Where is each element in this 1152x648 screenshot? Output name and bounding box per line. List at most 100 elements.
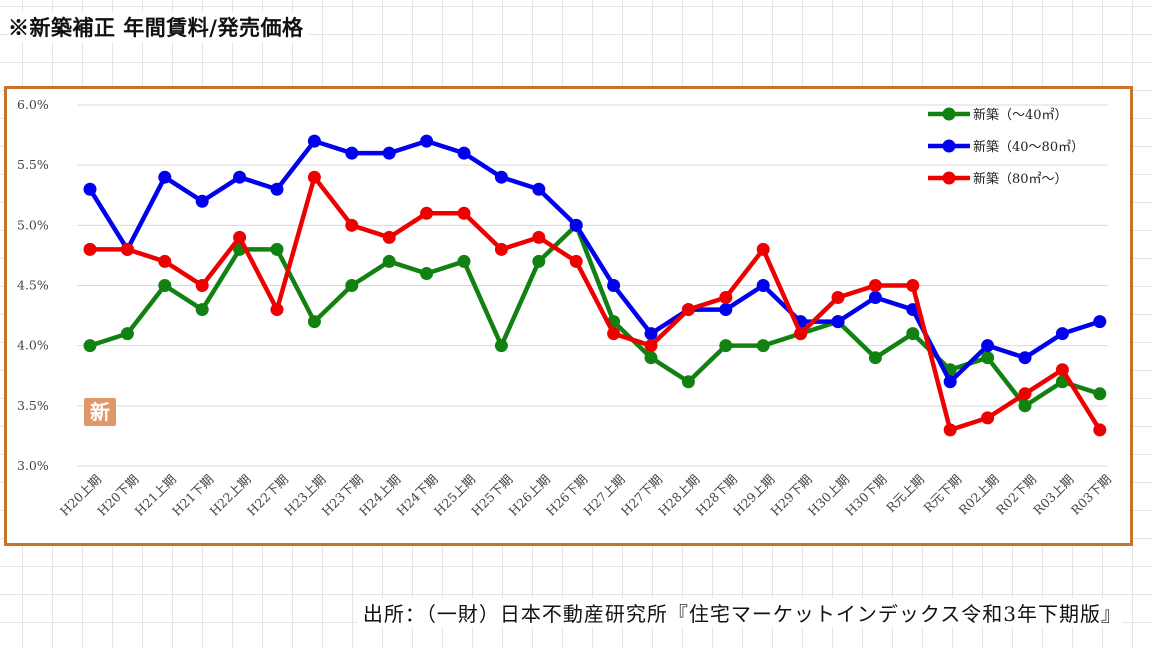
- data-point: [270, 242, 284, 256]
- x-tick-label: R02下期: [993, 472, 1039, 518]
- data-point: [681, 303, 695, 317]
- data-point: [1018, 387, 1032, 401]
- x-tick-label: R02上期: [956, 472, 1002, 518]
- data-point: [233, 170, 247, 184]
- y-axis-ticks: 3.0% 3.5% 4.0% 4.5% 5.0% 5.5% 6.0%: [17, 97, 49, 473]
- series-2: [83, 170, 1107, 437]
- data-point: [756, 242, 770, 256]
- data-point: [345, 218, 359, 232]
- data-point: [943, 423, 957, 437]
- new-badge-icon: 新: [84, 398, 116, 426]
- data-point: [120, 242, 134, 256]
- data-point: [307, 170, 321, 184]
- legend-label: 新築（40～80㎡）: [973, 139, 1084, 155]
- gridlines: [77, 104, 1108, 467]
- legend-marker: [942, 139, 956, 153]
- data-point: [569, 254, 583, 268]
- data-point: [981, 339, 995, 353]
- data-point: [420, 206, 434, 220]
- data-point: [981, 411, 995, 425]
- chart-frame: 3.0% 3.5% 4.0% 4.5% 5.0% 5.5% 6.0% H20上期 H20下期 H…: [4, 86, 1133, 546]
- data-point: [120, 327, 134, 341]
- data-point: [794, 327, 808, 341]
- data-point: [906, 327, 920, 341]
- data-point: [532, 182, 546, 196]
- data-point: [607, 279, 621, 292]
- data-point: [868, 279, 882, 292]
- data-point: [607, 327, 621, 341]
- series-lines: [83, 134, 1107, 437]
- data-point: [1093, 387, 1107, 401]
- legend-label: 新築（～40㎡）: [973, 107, 1068, 123]
- data-point: [1018, 351, 1032, 365]
- data-point: [345, 146, 359, 160]
- data-point: [382, 230, 396, 244]
- x-tick-label: R元上期: [883, 472, 927, 516]
- data-point: [83, 182, 97, 196]
- x-tick-label: R03下期: [1068, 472, 1114, 518]
- data-point: [494, 242, 508, 256]
- y-tick-label: 3.5%: [17, 398, 49, 413]
- data-point: [307, 134, 321, 148]
- data-point: [158, 279, 172, 292]
- data-point: [1018, 399, 1032, 413]
- y-tick-label: 5.5%: [17, 157, 49, 172]
- x-tick-label: R03上期: [1030, 472, 1076, 518]
- legend: 新築（～40㎡） 新築（40～80㎡） 新築（80㎡～）: [928, 107, 1084, 187]
- data-point: [644, 351, 658, 365]
- data-point: [1093, 423, 1107, 437]
- data-point: [494, 170, 508, 184]
- data-point: [345, 279, 359, 292]
- data-point: [981, 351, 995, 365]
- data-point: [382, 146, 396, 160]
- data-point: [307, 315, 321, 329]
- data-point: [457, 146, 471, 160]
- data-point: [1055, 363, 1069, 377]
- data-point: [532, 230, 546, 244]
- data-point: [270, 303, 284, 317]
- data-point: [644, 327, 658, 341]
- data-point: [1055, 327, 1069, 341]
- y-tick-label: 4.5%: [17, 278, 49, 293]
- legend-marker: [942, 107, 956, 121]
- data-point: [719, 291, 733, 305]
- data-point: [420, 134, 434, 148]
- data-point: [233, 230, 247, 244]
- data-point: [756, 279, 770, 292]
- data-point: [195, 194, 209, 208]
- data-point: [868, 351, 882, 365]
- y-tick-label: 4.0%: [17, 338, 49, 353]
- x-axis-ticks: H20上期H20下期H21上期H21下期H22上期H22下期H23上期H23下期…: [57, 472, 1114, 519]
- series-line: [87, 174, 1103, 433]
- y-tick-label: 6.0%: [17, 97, 49, 112]
- data-point: [83, 339, 97, 353]
- data-point: [906, 279, 920, 292]
- y-tick-label: 3.0%: [17, 458, 49, 473]
- data-point: [681, 375, 695, 389]
- data-point: [868, 291, 882, 305]
- data-point: [457, 206, 471, 220]
- data-point: [420, 266, 434, 280]
- page-title: ※新築補正 年間賃料/発売価格: [8, 12, 310, 42]
- series-1: [83, 134, 1107, 389]
- data-point: [195, 303, 209, 317]
- data-point: [532, 254, 546, 268]
- data-point: [195, 279, 209, 292]
- data-point: [719, 339, 733, 353]
- data-point: [494, 339, 508, 353]
- data-point: [158, 170, 172, 184]
- data-point: [644, 339, 658, 353]
- legend-label: 新築（80㎡～）: [973, 171, 1068, 187]
- data-point: [719, 303, 733, 317]
- data-point: [569, 218, 583, 232]
- source-citation: 出所：（一財）日本不動産研究所『住宅マーケットインデックス令和3年下期版』: [356, 598, 1122, 627]
- legend-marker: [942, 171, 956, 185]
- data-point: [756, 339, 770, 353]
- x-tick-label: H30下期: [842, 472, 889, 519]
- y-tick-label: 5.0%: [17, 217, 49, 232]
- data-point: [1093, 315, 1107, 329]
- data-point: [831, 291, 845, 305]
- data-point: [158, 254, 172, 268]
- data-point: [382, 254, 396, 268]
- data-point: [831, 315, 845, 329]
